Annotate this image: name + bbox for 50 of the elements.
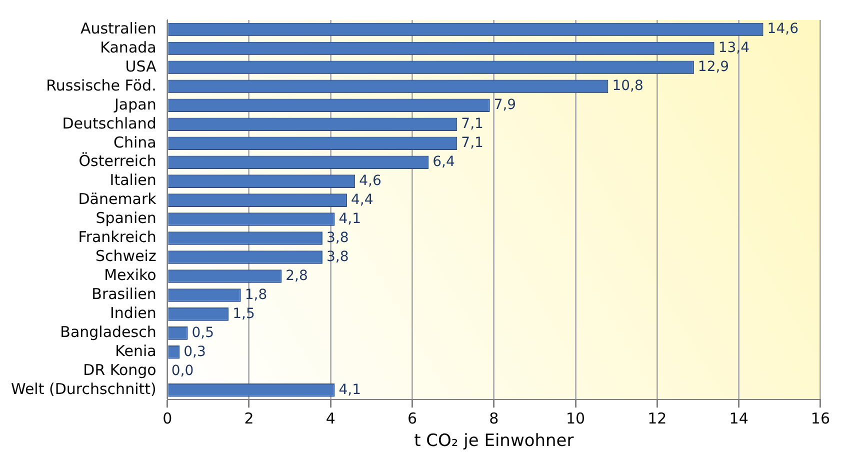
- y-tick-label: Brasilien: [92, 285, 156, 304]
- x-tick-label: 8: [489, 409, 499, 428]
- x-tick-label: 6: [407, 409, 418, 428]
- y-tick-label: Kanada: [100, 38, 156, 56]
- y-tick-label: Bangladesch: [60, 323, 156, 342]
- x-tick-label: 12: [648, 409, 667, 428]
- data-label: 7,1: [461, 116, 484, 132]
- data-label: 12,9: [698, 59, 730, 76]
- data-label: 2,8: [286, 268, 308, 284]
- y-tick-label: Italien: [110, 171, 156, 190]
- y-tick-label: Dänemark: [78, 190, 157, 208]
- data-label: 1,8: [244, 286, 268, 303]
- x-tick-label: 2: [244, 409, 254, 428]
- data-label: 13,4: [718, 40, 750, 56]
- x-tick-label: 4: [326, 409, 336, 428]
- data-label: 10,8: [612, 78, 644, 94]
- y-tick-label: Russische Föd.: [46, 76, 156, 94]
- y-tick-label: Japan: [114, 95, 156, 114]
- data-label: 6,4: [432, 154, 455, 170]
- x-tick-label: 16: [810, 409, 830, 428]
- y-tick-label: Australien: [80, 19, 156, 38]
- data-label: 3,8: [326, 230, 349, 246]
- data-label: 3,8: [326, 248, 349, 265]
- data-label: 4,4: [350, 192, 374, 208]
- y-tick-label: China: [113, 133, 156, 152]
- x-tick-label: 14: [729, 409, 748, 428]
- data-label: 0,3: [184, 344, 206, 360]
- y-tick-label: Österreich: [78, 152, 156, 170]
- data-label: 0,5: [192, 324, 214, 341]
- y-tick-label: Schweiz: [96, 247, 156, 266]
- y-tick-label: Indien: [110, 304, 156, 322]
- x-tick-label: 0: [162, 409, 172, 428]
- data-label: 14,6: [767, 21, 799, 38]
- y-tick-label: Welt (Durchschnitt): [10, 380, 156, 398]
- x-axis-title: t CO₂ je Einwohner: [414, 431, 574, 452]
- y-tick-label: USA: [125, 57, 158, 76]
- y-tick-label: Kenia: [115, 342, 156, 360]
- y-tick-label: DR Kongo: [83, 361, 156, 380]
- y-tick-label: Deutschland: [62, 114, 156, 132]
- data-label: 0,0: [171, 362, 194, 379]
- data-label: 4,1: [338, 210, 361, 227]
- y-tick-label: Frankreich: [78, 228, 156, 246]
- data-label: 4,6: [359, 172, 382, 189]
- y-tick-label: Spanien: [96, 209, 156, 228]
- y-tick-label: Mexiko: [104, 266, 156, 284]
- data-label: 4,1: [338, 382, 361, 398]
- data-label: 7,9: [494, 97, 516, 114]
- data-label: 7,1: [461, 135, 484, 152]
- x-tick-label: 10: [566, 409, 586, 428]
- data-label: 1,5: [232, 306, 255, 322]
